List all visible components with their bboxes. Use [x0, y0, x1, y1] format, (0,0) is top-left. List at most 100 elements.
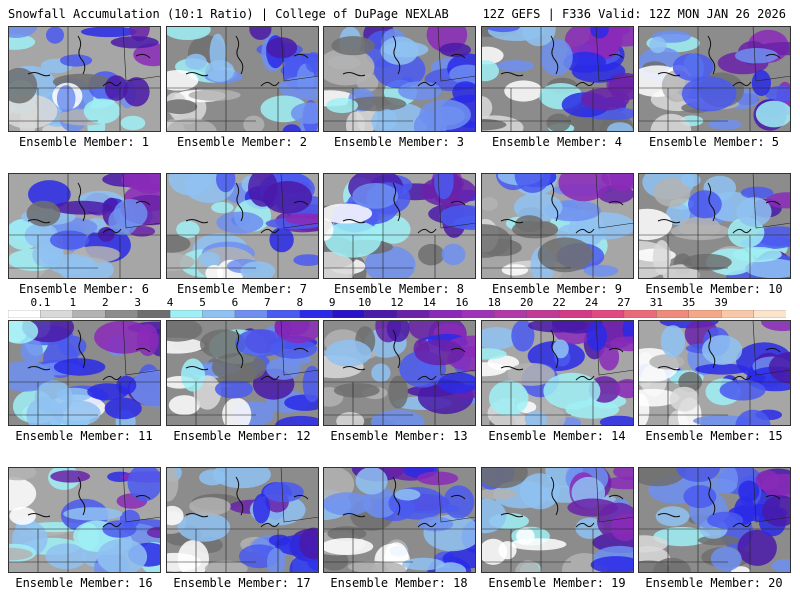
- ensemble-member-caption: Ensemble Member: 6: [18, 282, 150, 296]
- ensemble-member-caption: Ensemble Member: 3: [333, 135, 465, 149]
- colorbar-segment: [40, 310, 74, 318]
- colorbar-tick-label: 39: [714, 296, 728, 309]
- ensemble-member-caption: Ensemble Member: 9: [491, 282, 623, 296]
- snowfall-map: [638, 173, 791, 279]
- colorbar-segment: [105, 310, 139, 318]
- ensemble-member-caption: Ensemble Member: 14: [488, 429, 626, 443]
- ensemble-map-panel: [481, 320, 634, 426]
- colorbar-segment: [202, 310, 236, 318]
- snowfall-map: [166, 467, 319, 573]
- colorbar-tick-label: 20: [520, 296, 534, 309]
- ensemble-map-panel: [481, 173, 634, 279]
- colorbar-segment: [656, 310, 690, 318]
- snowfall-map: [323, 467, 476, 573]
- ensemble-map-panel: [323, 173, 476, 279]
- snowfall-map: [8, 26, 161, 132]
- model-run-label: 12Z GEFS | F336 Valid: 12Z MON JAN 26 20…: [482, 7, 786, 21]
- colorbar-segment: [72, 310, 106, 318]
- snowfall-colorbar: [8, 310, 786, 318]
- ensemble-map-panel: [8, 26, 161, 132]
- ensemble-member-caption: Ensemble Member: 19: [488, 576, 626, 590]
- colorbar-tick-label: 31: [649, 296, 663, 309]
- colorbar-segment: [623, 310, 657, 318]
- ensemble-member-caption: Ensemble Member: 8: [333, 282, 465, 296]
- snowfall-map: [166, 320, 319, 426]
- colorbar-segment: [461, 310, 495, 318]
- ensemble-member-caption: Ensemble Member: 5: [648, 135, 780, 149]
- colorbar-segment: [234, 310, 268, 318]
- colorbar-segment: [267, 310, 301, 318]
- ensemble-map-panel: [638, 173, 791, 279]
- colorbar-tick-label: 6: [231, 296, 239, 309]
- snowfall-map: [8, 467, 161, 573]
- snowfall-map: [166, 173, 319, 279]
- snowfall-map: [481, 320, 634, 426]
- snowfall-map: [323, 320, 476, 426]
- colorbar-segment: [137, 310, 171, 318]
- colorbar-tick-label: 12: [390, 296, 404, 309]
- ensemble-map-panel: [481, 26, 634, 132]
- snowfall-map: [8, 320, 161, 426]
- snowfall-map: [481, 26, 634, 132]
- ensemble-map-panel: [638, 467, 791, 573]
- colorbar-segment: [8, 310, 42, 318]
- colorbar-tick-label: 35: [682, 296, 696, 309]
- snowfall-map: [638, 26, 791, 132]
- colorbar-tick-label: 5: [199, 296, 206, 309]
- ensemble-member-caption: Ensemble Member: 4: [491, 135, 623, 149]
- colorbar-segment: [591, 310, 625, 318]
- ensemble-map-panel: [166, 467, 319, 573]
- snowfall-map: [323, 173, 476, 279]
- colorbar-segment: [332, 310, 366, 318]
- colorbar-labels: 0.1 1 2 3 4 5 6 7 8 9 10 12 14 16 18 20 22 24 27 31 35 39: [8, 296, 786, 310]
- colorbar-segment: [169, 310, 204, 318]
- colorbar-tick-label: 18: [487, 296, 501, 309]
- ensemble-member-caption: Ensemble Member: 15: [645, 429, 783, 443]
- ensemble-map-panel: [8, 467, 161, 573]
- ensemble-member-caption: Ensemble Member: 18: [330, 576, 468, 590]
- colorbar-segment: [429, 310, 463, 318]
- colorbar-tick-label: 2: [101, 296, 109, 309]
- snowfall-map: [481, 467, 634, 573]
- snowfall-map: [323, 26, 476, 132]
- ensemble-member-caption: Ensemble Member: 7: [176, 282, 308, 296]
- ensemble-member-caption: Ensemble Member: 10: [645, 282, 783, 296]
- colorbar-tick-label: 0.1: [30, 296, 51, 309]
- ensemble-map-panel: [638, 320, 791, 426]
- colorbar-tick-label: 24: [584, 296, 599, 309]
- colorbar-segment: [526, 310, 560, 318]
- colorbar-tick-label: 3: [134, 296, 141, 309]
- snowfall-map: [481, 173, 634, 279]
- colorbar-segment: [688, 310, 722, 318]
- colorbar-tick-label: 27: [617, 296, 631, 309]
- colorbar-tick-label: 14: [422, 296, 437, 309]
- colorbar-segment: [494, 310, 528, 318]
- ensemble-member-caption: Ensemble Member: 16: [15, 576, 153, 590]
- ensemble-member-caption: Ensemble Member: 13: [330, 429, 468, 443]
- snowfall-map: [638, 320, 791, 426]
- colorbar-tick-label: 22: [552, 296, 566, 309]
- ensemble-map-panel: [166, 173, 319, 279]
- ensemble-map-panel: [323, 26, 476, 132]
- ensemble-member-caption: Ensemble Member: 1: [18, 135, 150, 149]
- colorbar-segment: [364, 310, 398, 318]
- colorbar-tick-label: 9: [328, 296, 336, 309]
- colorbar-segment: [721, 310, 755, 318]
- colorbar-segment: [558, 310, 593, 318]
- colorbar-tick-label: 16: [455, 296, 469, 309]
- colorbar-tick-label: 1: [69, 296, 77, 309]
- ensemble-member-caption: Ensemble Member: 20: [645, 576, 783, 590]
- colorbar-tick-label: 8: [296, 296, 304, 309]
- chart-title: Snowfall Accumulation (10:1 Ratio) | Col…: [8, 7, 449, 21]
- ensemble-map-panel: [323, 467, 476, 573]
- ensemble-member-caption: Ensemble Member: 11: [15, 429, 153, 443]
- colorbar-tick-label: 10: [357, 296, 372, 309]
- ensemble-map-panel: [166, 26, 319, 132]
- colorbar-segment: [753, 310, 786, 318]
- colorbar-tick-label: 4: [166, 296, 174, 309]
- ensemble-map-panel: [8, 320, 161, 426]
- snowfall-map: [166, 26, 319, 132]
- ensemble-member-caption: Ensemble Member: 17: [173, 576, 311, 590]
- snowfall-map: [8, 173, 161, 279]
- ensemble-map-panel: [8, 173, 161, 279]
